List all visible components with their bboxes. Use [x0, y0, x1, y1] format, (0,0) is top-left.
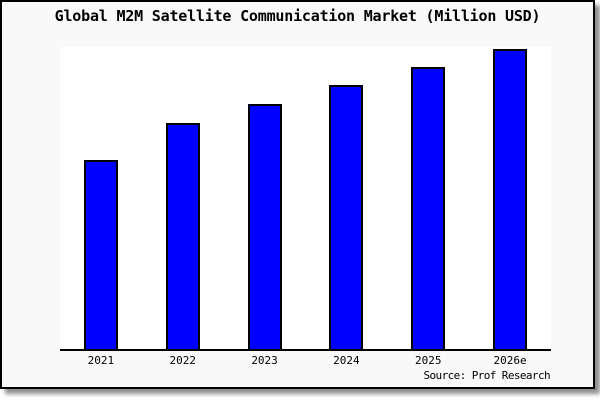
bar-2022 — [165, 123, 200, 349]
bar-2023 — [247, 104, 282, 349]
bar-2021 — [83, 160, 118, 349]
bar-2024 — [329, 85, 364, 349]
x-axis-line — [60, 349, 551, 351]
chart-title: Global M2M Satellite Communication Marke… — [54, 7, 541, 25]
bar-slot-2025 — [387, 47, 469, 349]
plot-area — [60, 47, 551, 349]
x-tick-label-2024: 2024 — [333, 354, 360, 367]
x-axis-labels: 2021 2022 2023 2024 2025 2026e — [60, 354, 551, 367]
x-tick-label-2026e: 2026e — [493, 354, 527, 367]
x-tick-label-2023: 2023 — [251, 354, 278, 367]
bar-slot-2026e — [469, 47, 551, 349]
x-tick-label-2025: 2025 — [414, 354, 442, 367]
chart-frame: Global M2M Satellite Communication Marke… — [0, 0, 595, 389]
x-tick-label-2022: 2022 — [169, 354, 196, 367]
bar-2026e — [493, 49, 528, 349]
bar-slot-2021 — [60, 47, 142, 349]
x-tick-label-2021: 2021 — [87, 354, 115, 367]
bar-2025 — [411, 67, 446, 349]
bar-slot-2022 — [142, 47, 224, 349]
source-note: Source: Prof Research — [423, 369, 551, 382]
bar-slot-2023 — [224, 47, 306, 349]
bar-slot-2024 — [305, 47, 387, 349]
